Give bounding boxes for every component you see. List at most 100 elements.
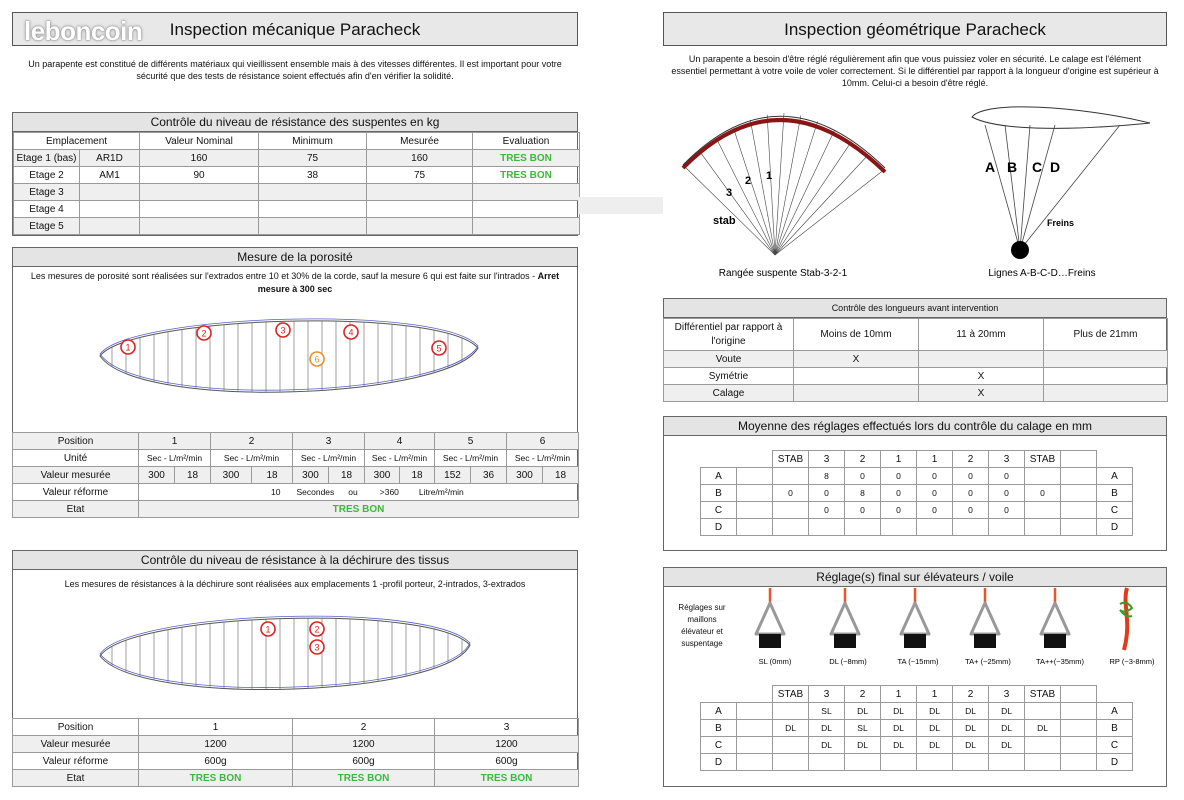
table-cell: Différentiel par rapport à l'origine <box>663 318 794 351</box>
diagram-label: A <box>985 159 995 175</box>
header-row: Différentiel par rapport à l'origine Moin… <box>663 318 1168 351</box>
table-cell: Evaluation <box>472 132 581 150</box>
table-cell: DL <box>952 736 989 754</box>
watermark: leboncoin <box>24 16 143 46</box>
table-cell: 0 <box>808 501 845 519</box>
table-cell: TRES BON <box>138 500 579 518</box>
data-table: Position 1 2 3 4 5 6 Unité Sec - L/m²/min Sec - L… <box>12 432 579 518</box>
table-cell <box>1024 518 1061 536</box>
panel-title: Contrôle du niveau de résistance à la dé… <box>13 551 577 570</box>
table-cell: 1200 <box>434 735 579 753</box>
table-cell <box>700 685 737 703</box>
porosity-intro: Les mesures de porosité sont réalisées s… <box>13 267 577 299</box>
table-cell: TRES BON <box>472 166 581 184</box>
table-cell: DL <box>808 736 845 754</box>
table-cell: DL <box>952 702 989 720</box>
table-cell: 0 <box>880 484 917 502</box>
table-cell <box>1096 685 1133 703</box>
length-check-panel: Contrôle des longueurs avant interventio… <box>663 298 1168 402</box>
table-cell <box>808 753 845 771</box>
table-cell: C <box>700 501 737 519</box>
reform-part: 10 <box>271 487 281 497</box>
suspension-line <box>774 168 886 256</box>
table-cell: Etage 2 <box>13 166 80 184</box>
table-cell <box>472 183 581 201</box>
table-cell: STAB <box>1024 450 1061 468</box>
table-row: Unité Sec - L/m²/min Sec - L/m²/min Sec - L… <box>12 449 579 467</box>
table-cell: 300 <box>292 466 329 484</box>
diagram-rows: stab 3 2 1 Rangée suspente Stab-3-2-1 <box>681 112 887 279</box>
table-cell: 75 <box>258 149 368 167</box>
data-table: STAB 3 2 1 1 2 3 STAB A 8 0 0 0 0 0 A B 0 0 8 0 0 0 0 0 B C 0 0 0 0 0 0 C… <box>700 450 1133 536</box>
table-cell: Voute <box>663 350 794 368</box>
table-cell <box>880 518 917 536</box>
mechanical-intro: Un parapente est constitué de différents… <box>28 59 562 81</box>
table-cell <box>736 753 773 771</box>
table-cell: Sec - L/m²/min <box>210 449 293 467</box>
table-cell: C <box>1096 736 1133 754</box>
table-cell: 1 <box>138 718 293 736</box>
table-cell <box>1060 484 1097 502</box>
suspension-line <box>716 138 776 256</box>
data-table: Emplacement Valeur Nominal Minimum Mesurée E… <box>12 132 581 235</box>
table-body: Différentiel par rapport à l'origine Moin… <box>663 318 1168 402</box>
table-cell <box>1060 467 1097 485</box>
table-cell <box>772 467 809 485</box>
table-cell: X <box>793 350 919 368</box>
reform-part: ou <box>348 487 358 497</box>
table-cell: A <box>700 467 737 485</box>
table-cell <box>139 183 260 201</box>
table-cell <box>736 736 773 754</box>
table-cell: 1200 <box>292 735 435 753</box>
table-row: B DL DL SL DL DL DL DL DL B <box>700 719 1133 737</box>
table-cell <box>78 183 141 201</box>
table-cell: Emplacement <box>12 132 141 150</box>
table-cell: 3 <box>292 432 365 450</box>
table-cell <box>258 200 368 218</box>
table-cell: TRES BON <box>292 769 435 787</box>
table-cell: Etat <box>12 500 139 518</box>
table-cell: Valeur mesurée <box>12 466 139 484</box>
table-cell: 152 <box>434 466 471 484</box>
diagram-label: 2 <box>745 175 751 187</box>
table-cell: Position <box>12 432 139 450</box>
table-body: Emplacement Valeur Nominal Minimum Mesurée E… <box>12 132 581 235</box>
panel-title: Contrôle du niveau de résistance des sus… <box>13 113 577 132</box>
geometry-title: Inspection géométrique Paracheck <box>663 12 1167 46</box>
table-cell: 11 à 20mm <box>918 318 1044 351</box>
tear-panel: Contrôle du niveau de résistance à la dé… <box>12 550 579 787</box>
table-cell: DL <box>880 702 917 720</box>
header-row: STAB 3 2 1 1 2 3 STAB <box>700 685 1133 703</box>
table-cell <box>736 467 773 485</box>
table-cell: Valeur réforme <box>12 752 139 770</box>
table-row: Calage X <box>663 384 1168 402</box>
table-cell: 38 <box>258 166 368 184</box>
suspension-line <box>774 141 852 256</box>
brake-line <box>1019 124 1056 251</box>
table-cell: Calage <box>663 384 794 402</box>
diagram-label: D <box>1050 159 1060 175</box>
table-cell <box>1060 501 1097 519</box>
table-cell: Symétrie <box>663 367 794 385</box>
table-row: Valeur réforme 10 Secondes ou >360 Litre/m²/m… <box>12 483 579 501</box>
table-cell: 0 <box>916 467 953 485</box>
table-cell: AR1D <box>78 149 141 167</box>
table-cell: B <box>700 719 737 737</box>
table-cell: DL <box>916 702 953 720</box>
table-cell: 3 <box>988 450 1025 468</box>
table-cell <box>1060 736 1097 754</box>
table-cell: 600g <box>138 752 293 770</box>
table-cell: Minimum <box>258 132 368 150</box>
table-row: Etat TRES BON TRES BON TRES BON <box>12 769 579 787</box>
table-row: C DL DL DL DL DL DL C <box>700 736 1133 754</box>
table-cell: 0 <box>880 501 917 519</box>
table-cell: Sec - L/m²/min <box>138 449 211 467</box>
table-cell: B <box>1096 719 1133 737</box>
table-cell: DL <box>880 719 917 737</box>
table-cell <box>736 719 773 737</box>
table-cell <box>700 450 737 468</box>
table-cell: A <box>700 702 737 720</box>
table-cell <box>1060 450 1097 468</box>
table-cell <box>1043 384 1168 402</box>
